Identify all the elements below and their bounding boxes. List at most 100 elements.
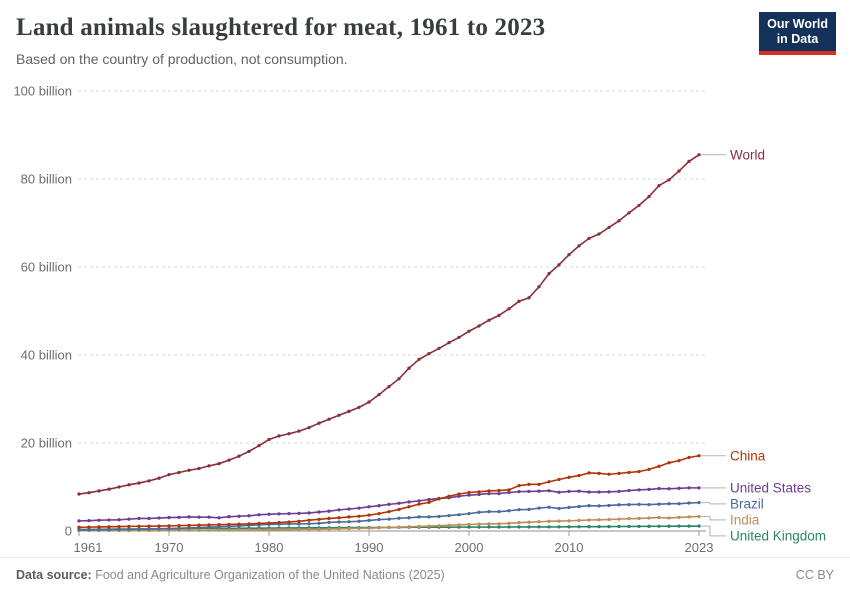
data-point: [337, 516, 341, 520]
data-point: [687, 159, 691, 164]
data-point: [607, 517, 611, 522]
series-label-china[interactable]: China: [730, 448, 766, 463]
data-point: [157, 516, 161, 520]
data-point: [597, 232, 601, 236]
data-point: [327, 520, 331, 525]
series-label-united-kingdom[interactable]: United Kingdom: [730, 528, 826, 543]
data-point: [467, 522, 471, 527]
license-badge[interactable]: CC BY: [795, 568, 834, 582]
data-point: [137, 527, 141, 531]
data-point: [477, 522, 481, 526]
data-point: [617, 489, 621, 494]
data-point: [157, 476, 161, 480]
data-point: [387, 385, 391, 389]
data-point: [117, 485, 121, 489]
data-point: [367, 526, 371, 530]
data-point: [457, 525, 461, 529]
legend-connector: [701, 515, 726, 521]
data-point: [527, 296, 531, 300]
data-point: [567, 525, 571, 529]
data-point: [187, 468, 191, 472]
data-point: [77, 519, 81, 523]
data-point: [547, 271, 551, 276]
data-point: [177, 523, 181, 528]
data-point: [217, 516, 221, 520]
data-point: [467, 493, 471, 497]
data-point: [227, 522, 231, 527]
data-point: [507, 521, 511, 525]
data-point: [177, 515, 181, 520]
data-point: [167, 526, 171, 531]
data-point: [587, 471, 591, 475]
data-point: [577, 518, 581, 523]
data-point: [487, 525, 491, 529]
data-point: [357, 405, 361, 410]
data-point: [327, 417, 331, 421]
data-point: [627, 524, 631, 529]
data-point: [177, 470, 181, 475]
data-point: [227, 528, 231, 532]
data-point: [587, 504, 591, 508]
data-point: [367, 505, 371, 509]
data-point: [137, 481, 141, 485]
data-point: [527, 482, 531, 487]
data-point: [407, 516, 411, 520]
series-label-india[interactable]: India: [730, 512, 760, 527]
data-point: [257, 528, 261, 532]
data-point: [687, 501, 691, 505]
owid-logo-line2: in Data: [776, 32, 819, 46]
data-point: [487, 522, 491, 526]
data-point: [577, 473, 581, 478]
data-point: [467, 511, 471, 516]
data-point: [247, 522, 251, 526]
series-label-united-states[interactable]: United States: [730, 480, 811, 495]
data-point: [287, 520, 291, 524]
data-point: [217, 522, 221, 527]
data-point: [647, 524, 651, 528]
data-point: [347, 507, 351, 511]
data-point: [137, 516, 141, 521]
data-point: [447, 494, 451, 498]
data-point: [247, 528, 251, 532]
data-point: [487, 489, 491, 493]
data-point: [367, 400, 371, 404]
data-point: [307, 425, 311, 430]
data-point: [257, 513, 261, 517]
data-point: [397, 525, 401, 529]
data-point: [657, 502, 661, 506]
series-label-world[interactable]: World: [730, 147, 765, 162]
data-point: [167, 473, 171, 477]
data-point: [367, 518, 371, 523]
data-point: [367, 513, 371, 517]
data-point: [387, 502, 391, 507]
data-point: [657, 524, 661, 528]
series-label-brazil[interactable]: Brazil: [730, 496, 764, 511]
data-point: [567, 475, 571, 479]
data-point: [227, 458, 231, 462]
data-point: [107, 527, 111, 532]
data-point: [547, 525, 551, 529]
data-point: [697, 454, 701, 458]
data-point: [477, 490, 481, 494]
data-point: [327, 516, 331, 521]
data-point: [697, 486, 701, 490]
data-point: [577, 244, 581, 248]
data-point: [477, 525, 481, 529]
data-point: [527, 507, 531, 512]
data-point: [187, 528, 191, 532]
data-point: [277, 520, 281, 525]
data-point: [647, 467, 651, 472]
data-point: [457, 335, 461, 340]
data-point: [467, 490, 471, 495]
data-point: [287, 432, 291, 436]
data-point: [307, 518, 311, 522]
data-point: [407, 366, 411, 370]
data-point: [437, 524, 441, 528]
data-point: [377, 526, 381, 530]
data-point: [397, 377, 401, 381]
data-point: [167, 524, 171, 528]
owid-logo[interactable]: Our World in Data: [759, 12, 836, 55]
data-point: [267, 512, 271, 516]
data-point: [637, 203, 641, 208]
data-point: [617, 524, 621, 529]
